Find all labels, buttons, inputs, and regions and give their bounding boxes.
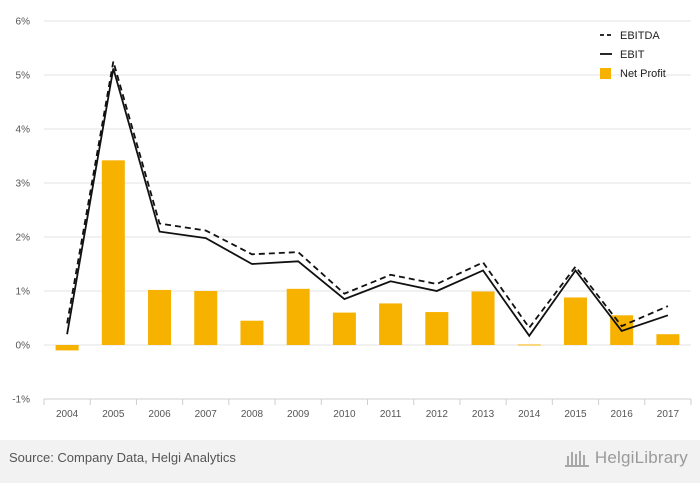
library-icon: [564, 451, 589, 467]
y-tick-label: 4%: [16, 125, 31, 136]
y-tick-label: 5%: [16, 71, 31, 82]
chart: -1%0%1%2%3%4%5%6% 2004 2005 2006 2007 2008 20…: [12, 17, 692, 420]
x-tick-label: 2006: [148, 409, 171, 420]
ebit-line: [66, 68, 669, 338]
net-profit-bar: [148, 289, 172, 345]
y-axis: -1% 0% 1% 2% 3% 4% 5% 6%: [12, 17, 30, 406]
x-tick-label: 2008: [241, 409, 264, 420]
source-text: Source: Company Data, Helgi Analytics: [9, 450, 236, 465]
x-tick-label: 2005: [102, 409, 125, 420]
y-tick-label: 3%: [16, 179, 31, 190]
x-tick-label: 2011: [380, 409, 402, 420]
brand-name: HelgiLibrary: [594, 448, 688, 467]
x-tick-label: 2015: [564, 409, 587, 420]
y-tick-label: 2%: [16, 233, 31, 244]
legend-swatch: [600, 68, 611, 79]
net-profit-bar: [55, 345, 79, 351]
x-tick-label: 2016: [611, 409, 634, 420]
x-tick-label: 2010: [333, 409, 356, 420]
net-profit-bar: [194, 291, 218, 345]
net-profit-bar: [240, 320, 264, 345]
net-profit-bar: [379, 303, 403, 345]
legend-label: EBITDA: [620, 30, 660, 42]
ebitda-line: [66, 61, 669, 330]
y-tick-label: -1%: [12, 395, 30, 406]
y-tick-label: 0%: [16, 341, 31, 352]
net-profit-bars: [55, 160, 680, 351]
net-profit-bar: [656, 334, 680, 345]
net-profit-bar: [563, 297, 587, 345]
net-profit-bar: [471, 291, 495, 345]
x-tick-label: 2013: [472, 409, 495, 420]
grid-lines: [44, 20, 691, 400]
net-profit-bar: [101, 160, 125, 345]
net-profit-bar: [286, 288, 310, 345]
x-tick-label: 2004: [56, 409, 79, 420]
x-tick-label: 2012: [426, 409, 449, 420]
brand-logo: HelgiLibrary: [564, 448, 688, 468]
x-tick-label: 2009: [287, 409, 310, 420]
net-profit-bar: [517, 344, 541, 346]
x-axis: 2004 2005 2006 2007 2008 2009 2010 2011 2012 2013…: [43, 398, 692, 420]
legend: EBITDA EBIT Net Profit: [600, 30, 666, 80]
net-profit-bar: [332, 312, 356, 345]
legend-label: Net Profit: [620, 68, 666, 80]
x-tick-label: 2014: [518, 409, 541, 420]
y-tick-label: 6%: [16, 17, 31, 28]
net-profit-bar: [425, 312, 449, 345]
y-tick-label: 1%: [16, 287, 31, 298]
x-tick-label: 2017: [657, 409, 680, 420]
lines: [66, 61, 669, 338]
legend-label: EBIT: [620, 49, 645, 61]
x-tick-label: 2007: [195, 409, 218, 420]
